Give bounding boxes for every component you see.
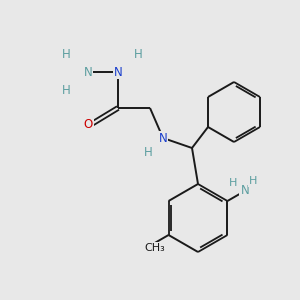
Text: H: H: [229, 178, 237, 188]
Text: N: N: [240, 184, 249, 197]
Text: H: H: [61, 83, 70, 97]
Text: H: H: [134, 49, 142, 62]
Text: O: O: [83, 118, 93, 131]
Text: H: H: [249, 176, 257, 186]
Text: N: N: [84, 65, 92, 79]
Text: H: H: [61, 49, 70, 62]
Text: N: N: [159, 131, 167, 145]
Text: N: N: [114, 65, 122, 79]
Text: CH₃: CH₃: [145, 243, 166, 253]
Text: H: H: [144, 146, 152, 158]
